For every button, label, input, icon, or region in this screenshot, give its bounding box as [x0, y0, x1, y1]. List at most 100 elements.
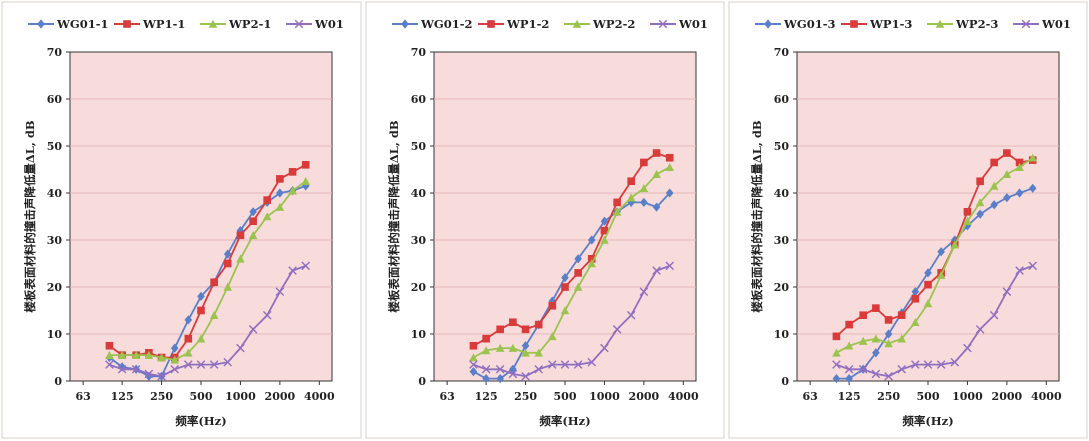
y-axis-label: 楼板表面材料的撞击声降低量ΔL, dB: [23, 120, 37, 313]
legend-marker: [401, 19, 409, 29]
legend-label-4: W01: [1041, 17, 1071, 31]
legend: WG01-2 WP1-2 WP2-2 W01: [392, 17, 708, 31]
data-point: [521, 348, 530, 357]
data-point: [897, 334, 907, 343]
data-point: [587, 235, 596, 245]
legend-marker: [208, 19, 218, 28]
data-point: [990, 200, 998, 210]
series-4: [832, 261, 1038, 381]
series-line: [835, 152, 1033, 338]
data-point: [1015, 266, 1024, 275]
data-point: [157, 372, 166, 381]
data-point: [627, 177, 635, 186]
y-tick-label: 50: [411, 140, 427, 153]
data-point: [1002, 169, 1012, 178]
data-point: [157, 353, 166, 362]
data-point: [223, 259, 232, 268]
data-point: [923, 299, 933, 308]
legend-item-3: WP2-3: [927, 17, 998, 31]
grid-lines: [66, 51, 332, 385]
data-point: [105, 341, 114, 350]
series-layer: [105, 161, 311, 381]
data-point: [652, 149, 661, 157]
data-point: [665, 162, 675, 171]
x-tick-labels: 63 125 250 500 1000 2000 4000: [802, 390, 1061, 403]
y-tick-labels: 0 10 20 30 40 50 60 70: [774, 46, 790, 388]
data-point: [560, 360, 570, 369]
data-point: [105, 360, 114, 369]
data-point: [144, 350, 154, 359]
series-1: [832, 183, 1037, 384]
data-point: [469, 341, 478, 350]
data-point: [248, 231, 258, 240]
data-point: [209, 360, 219, 369]
x-tick-label: 4000: [1031, 390, 1062, 403]
data-point: [897, 311, 906, 319]
x-tick-label: 125: [838, 390, 861, 403]
legend-swatch-1: [28, 19, 54, 29]
data-point: [469, 353, 478, 362]
x-tick-label: 500: [554, 390, 577, 403]
data-point: [911, 287, 920, 297]
legend-label-1: WG01-2: [420, 17, 473, 31]
y-tick-label: 70: [47, 46, 63, 59]
data-point: [639, 184, 649, 193]
y-tick-label: 60: [411, 93, 427, 106]
x-tick-label: 1000: [952, 390, 983, 403]
series-line: [836, 187, 1034, 380]
legend-item-2: WP1-2: [478, 17, 549, 31]
legend-marker: [572, 19, 582, 28]
data-point: [288, 266, 297, 275]
x-axis-label: 频率(Hz): [902, 414, 953, 428]
data-point: [872, 348, 880, 358]
x-tick-label: 2000: [992, 390, 1023, 403]
data-point: [587, 255, 596, 263]
data-point: [170, 343, 179, 353]
data-point: [276, 175, 284, 183]
data-point: [236, 254, 245, 263]
y-tick-labels: 0 10 20 30 40 50 60 70: [411, 46, 427, 388]
legend-swatch-3: [927, 19, 953, 28]
y-tick-label: 60: [774, 93, 790, 106]
data-point: [496, 325, 504, 334]
legend-marker: [37, 19, 45, 29]
data-point: [665, 261, 675, 271]
legend-label-4: W01: [314, 17, 344, 31]
data-point: [248, 325, 258, 334]
legend-item-4: W01: [286, 17, 344, 31]
data-point: [858, 364, 868, 374]
x-tick-label: 4000: [668, 390, 699, 403]
y-tick-label: 20: [411, 281, 427, 294]
legend-item-3: WP2-2: [564, 17, 635, 31]
x-tick-label: 500: [190, 390, 213, 403]
data-point: [210, 278, 218, 287]
data-point: [1003, 193, 1011, 203]
x-axis-label: 频率(Hz): [175, 414, 226, 428]
data-point: [639, 287, 649, 296]
data-point: [508, 369, 518, 379]
data-point: [963, 216, 972, 225]
y-tick-label: 40: [411, 187, 427, 200]
x-tick-label: 125: [111, 390, 134, 403]
data-point: [600, 235, 609, 244]
data-point: [1003, 149, 1011, 157]
x-tick-labels: 63 125 250 500 1000 2000 4000: [439, 390, 698, 403]
data-point: [170, 364, 180, 374]
data-point: [495, 364, 505, 374]
legend: WG01-3 WP1-3 WP2-3 W01: [755, 17, 1071, 31]
series-layer: [832, 149, 1038, 384]
data-point: [496, 374, 504, 384]
data-point: [196, 360, 206, 369]
data-point: [508, 343, 518, 352]
data-point: [911, 294, 920, 303]
data-point: [626, 193, 636, 202]
x-axis-label: 频率(Hz): [539, 414, 590, 428]
legend-label-1: WG01-3: [783, 17, 836, 31]
data-point: [534, 348, 544, 357]
series-line: [835, 157, 1034, 354]
legend-swatch-2: [478, 20, 504, 28]
data-point: [548, 360, 557, 369]
x-tick-label: 500: [917, 390, 940, 403]
y-tick-label: 30: [774, 234, 790, 247]
data-point: [469, 360, 478, 369]
